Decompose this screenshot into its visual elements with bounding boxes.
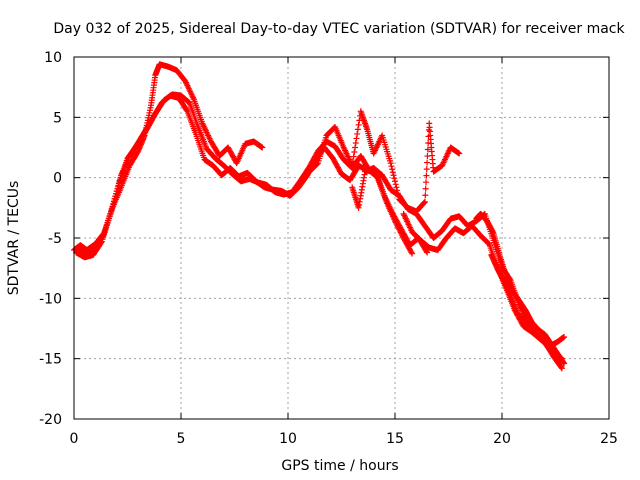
data-point-trace	[113, 190, 120, 197]
data-point-trace	[389, 169, 396, 176]
y-axis-label: SDTVAR / TECUs	[6, 181, 22, 296]
data-point-trace	[423, 166, 430, 173]
data-point	[558, 355, 565, 362]
data-point	[409, 250, 416, 257]
x-tick-label: 10	[279, 431, 297, 447]
data-point-trace	[116, 177, 123, 184]
data-point-trace	[422, 185, 429, 192]
data-point-trace	[110, 198, 117, 205]
x-tick-label: 0	[70, 431, 79, 447]
data-point	[561, 360, 568, 367]
data-point-trace	[115, 180, 122, 187]
data-point	[349, 162, 356, 169]
data-point	[558, 365, 565, 372]
x-axis-label: GPS time / hours	[281, 458, 398, 474]
data-point-trace	[349, 158, 356, 165]
series-track-c	[75, 91, 416, 257]
data-point-trace	[114, 185, 121, 192]
data-point-trace	[314, 160, 321, 167]
series-track-g	[473, 210, 568, 367]
data-point-trace	[183, 107, 190, 114]
data-points	[71, 61, 568, 372]
y-tick-label: -15	[39, 352, 62, 368]
y-tick-label: -20	[39, 412, 62, 428]
y-tick-label: 5	[53, 110, 62, 126]
y-tick-label: -10	[39, 291, 62, 307]
data-point-trace	[391, 175, 398, 182]
data-point-trace	[392, 178, 398, 185]
data-point-trace	[354, 126, 361, 133]
y-tick-label: -5	[48, 231, 62, 247]
data-point-trace	[112, 193, 119, 200]
data-point-trace	[352, 144, 359, 151]
data-point-trace	[390, 172, 397, 179]
data-point	[109, 203, 116, 210]
data-point-trace	[355, 121, 362, 128]
series-track-f	[400, 210, 568, 350]
data-point-trace	[354, 130, 361, 137]
data-point-trace	[110, 201, 117, 208]
data-point-trace	[421, 199, 428, 206]
data-point	[421, 198, 428, 205]
data-point-trace	[424, 146, 431, 153]
data-point-trace	[422, 192, 429, 199]
y-tick-label: 0	[53, 171, 62, 187]
data-point-trace	[393, 184, 400, 191]
series-track-a	[71, 61, 266, 254]
data-point-trace	[424, 159, 431, 166]
data-point-trace	[351, 149, 358, 156]
x-tick-label: 5	[177, 431, 186, 447]
plot-frame	[73, 56, 610, 420]
data-point-trace	[392, 181, 399, 188]
data-point-trace	[111, 195, 118, 202]
data-point-trace	[353, 135, 360, 142]
data-point	[387, 160, 394, 167]
data-point-trace	[100, 232, 107, 239]
y-tick-label: 10	[44, 50, 62, 66]
data-point-trace	[408, 249, 415, 256]
x-tick-label: 25	[600, 431, 618, 447]
data-point-trace	[388, 163, 395, 170]
chart-title: Day 032 of 2025, Sidereal Day-to-day VTE…	[53, 21, 625, 37]
data-point	[259, 144, 266, 151]
x-tick-label: 15	[386, 431, 404, 447]
data-point	[424, 249, 431, 256]
series-track-h	[488, 251, 565, 362]
data-point	[561, 333, 568, 340]
data-point-trace	[389, 166, 396, 173]
data-point	[456, 150, 463, 157]
data-point-trace	[423, 248, 430, 255]
data-point-trace	[113, 187, 120, 194]
data-point-trace	[352, 139, 359, 146]
data-point-trace	[115, 182, 122, 189]
data-point-trace	[423, 179, 430, 186]
y-axis-ticks: -20 -15 -10 -5 0 5 10	[39, 50, 609, 428]
data-point-trace	[350, 153, 357, 160]
data-point-trace	[117, 174, 124, 181]
series-track-d	[297, 108, 463, 215]
data-point-trace	[558, 364, 565, 371]
data-point-trace	[423, 172, 430, 179]
x-tick-label: 20	[493, 431, 511, 447]
